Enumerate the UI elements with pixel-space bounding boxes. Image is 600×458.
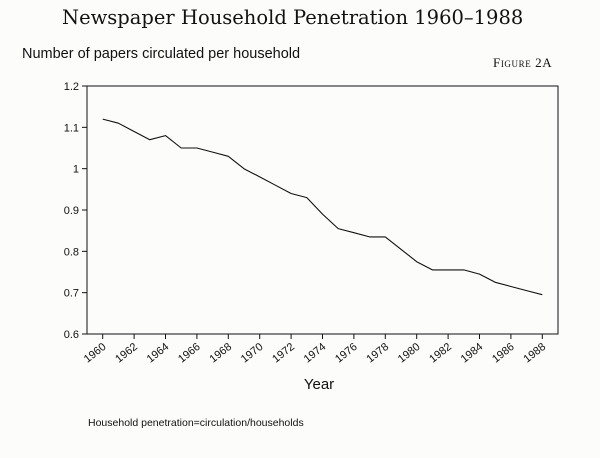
x-tick-label: 1982 (427, 341, 454, 366)
x-tick-label: 1960 (82, 341, 109, 366)
x-tick-label: 1976 (333, 341, 360, 366)
series-line (102, 118, 543, 296)
x-tick-label: 1984 (459, 341, 486, 366)
x-tick-label: 1968 (207, 341, 234, 366)
y-axis: 0.6 0.7 0.8 0.9 1 1.1 1.2 (64, 81, 87, 341)
y-tick-label: 0.6 (64, 329, 79, 341)
y-axis-label: Number of papers circulated per househol… (22, 46, 301, 62)
x-tick-label: 1962 (113, 341, 140, 366)
x-tick-label: 1980 (396, 341, 423, 366)
x-tick-label: 1970 (239, 341, 266, 366)
y-tick-label: 0.8 (64, 246, 79, 258)
x-tick-label: 1986 (490, 341, 517, 366)
x-tick-label: 1964 (145, 341, 172, 366)
y-tick-label: 1 (73, 164, 79, 176)
y-tick-label: 1.1 (64, 122, 79, 134)
figure-label: Figure 2A (493, 55, 553, 70)
footnote: Household penetration=circulation/househ… (88, 417, 304, 429)
y-tick-label: 1.2 (64, 81, 79, 93)
plot-border (86, 85, 559, 335)
x-tick-label: 1966 (176, 341, 203, 366)
x-tick-label: 1972 (270, 341, 297, 366)
series-group (102, 118, 543, 296)
x-tick-label: 1988 (521, 341, 548, 366)
y-tick-label: 0.9 (64, 205, 79, 217)
x-axis-label: Year (304, 376, 334, 393)
x-axis: 1960 1962 1964 1966 1968 1970 1972 1974 1976 1978… (82, 334, 548, 365)
chart-title: Newspaper Household Penetration 1960–198… (62, 6, 524, 29)
x-tick-label: 1978 (364, 341, 391, 366)
x-tick-label: 1974 (302, 341, 329, 366)
y-tick-label: 0.7 (64, 288, 79, 300)
plot-frame (86, 85, 559, 335)
